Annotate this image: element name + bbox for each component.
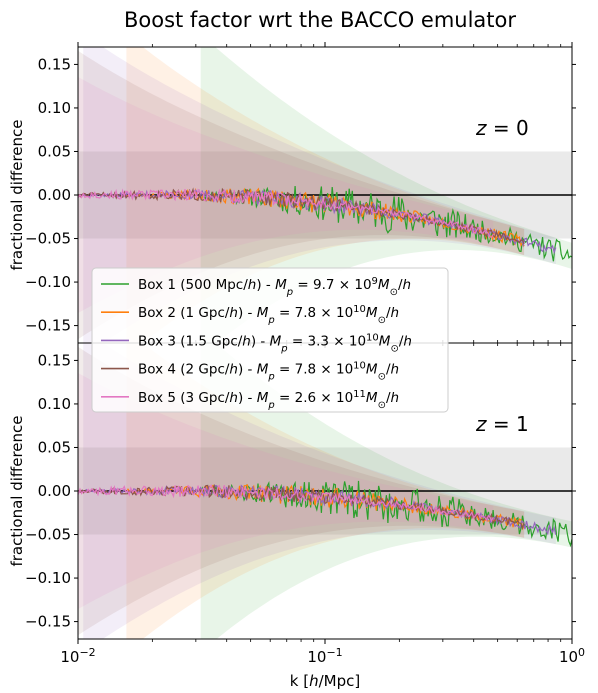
- y-tick-label: 0.15: [38, 351, 71, 369]
- plot-area: [78, 343, 572, 639]
- legend: Box 1 (500 Mpc/h) - Mp = 9.7 × 109M⊙/h Bo…: [91, 267, 449, 413]
- series-line-box-5: [78, 188, 494, 239]
- y-tick-label: 0.00: [38, 186, 71, 204]
- redshift-label: z = 0: [475, 116, 529, 140]
- y-tick-label: −0.15: [25, 317, 71, 335]
- y-axis-label: fractional difference: [8, 415, 26, 566]
- y-tick-label: 0.10: [38, 395, 71, 413]
- y-tick-label: −0.15: [25, 613, 71, 631]
- y-tick-label: 0.05: [38, 438, 71, 456]
- y-axis-label: fractional difference: [8, 119, 26, 270]
- x-tick-label: 10−1: [307, 646, 342, 667]
- x-axis: 10−2 10−1 100 k [h/Mpc]: [60, 646, 585, 691]
- y-tick-label: −0.05: [25, 230, 71, 248]
- y-tick-label: −0.10: [25, 273, 71, 291]
- panels: 0.15 0.10 0.05 0.00 −0.05 −0.10 −0.15 fractiona…: [8, 42, 576, 644]
- redshift-label: z = 1: [475, 412, 529, 436]
- series-line-box-4: [78, 483, 525, 530]
- legend-entry: Box 4 (2 Gpc/h) - Mp = 7.8 × 1010M⊙/h: [138, 360, 399, 382]
- legend-entry: Box 1 (500 Mpc/h) - Mp = 9.7 × 109M⊙/h: [138, 276, 411, 298]
- y-tick-label: 0.10: [38, 99, 71, 117]
- x-axis-label: k [h/Mpc]: [290, 672, 360, 690]
- chart-title: Boost factor wrt the BACCO emulator: [124, 8, 516, 32]
- legend-entry: Box 3 (1.5 Gpc/h) - Mp = 3.3 × 1010M⊙/h: [138, 332, 412, 354]
- x-tick-label: 100: [559, 646, 585, 667]
- panel-2: 0.15 0.10 0.05 0.00 −0.05 −0.10 −0.15 fractiona…: [8, 338, 576, 644]
- y-tick-label: 0.05: [38, 142, 71, 160]
- legend-entry: Box 2 (1 Gpc/h) - Mp = 7.8 × 1010M⊙/h: [138, 304, 399, 326]
- series-line-box-5: [78, 484, 494, 523]
- y-tick-label: 0.00: [38, 482, 71, 500]
- legend-entry: Box 5 (3 Gpc/h) - Mp = 2.6 × 1011M⊙/h: [138, 388, 399, 410]
- legend-box: [91, 267, 449, 413]
- y-tick-label: −0.05: [25, 526, 71, 544]
- y-tick-label: −0.10: [25, 569, 71, 587]
- y-tick-label: 0.15: [38, 55, 71, 73]
- x-tick-label: 10−2: [60, 646, 95, 667]
